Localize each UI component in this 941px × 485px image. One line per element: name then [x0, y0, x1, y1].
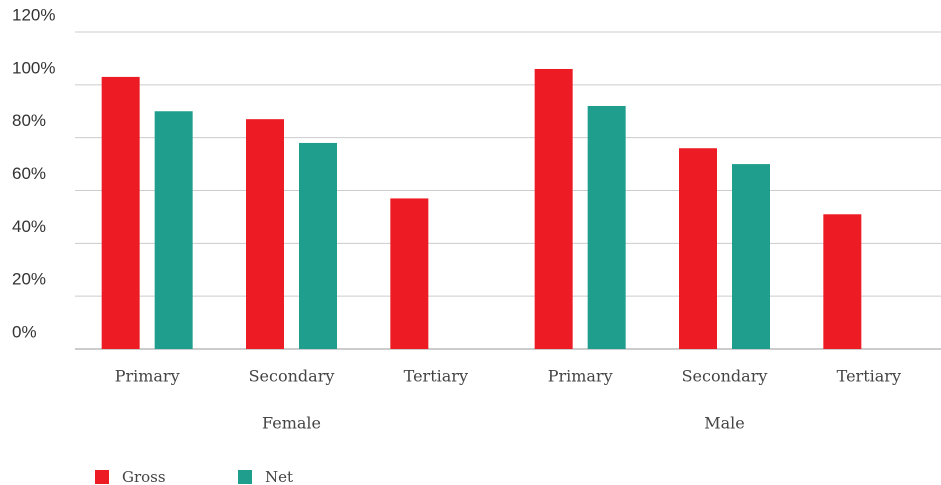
bar: [246, 119, 284, 349]
group-label: Male: [704, 414, 745, 433]
x-tick-label: Primary: [115, 367, 180, 386]
y-tick-label: 0%: [12, 322, 37, 341]
legend-label: Net: [265, 468, 293, 485]
x-tick-label: Secondary: [682, 367, 768, 386]
legend-label: Gross: [122, 468, 166, 485]
x-tick-label: Tertiary: [404, 367, 468, 386]
y-tick-label: 80%: [12, 111, 46, 130]
bar: [679, 148, 717, 349]
x-tick-label: Tertiary: [837, 367, 901, 386]
bar: [534, 68, 573, 349]
bar: [390, 198, 429, 349]
bar: [823, 214, 862, 349]
bar: [587, 105, 626, 349]
legend-swatch: [95, 470, 109, 484]
legend-swatch: [238, 470, 252, 484]
bar: [154, 111, 193, 349]
bar: [101, 76, 140, 350]
x-tick-label: Secondary: [249, 367, 335, 386]
y-tick-label: 120%: [12, 5, 55, 24]
y-tick-label: 40%: [12, 217, 46, 236]
x-tick-label: Primary: [548, 367, 613, 386]
bar: [732, 164, 770, 349]
group-label: Female: [262, 414, 321, 433]
y-tick-label: 20%: [12, 270, 46, 289]
y-tick-label: 60%: [12, 164, 46, 183]
bar: [299, 142, 337, 349]
y-tick-label: 100%: [12, 58, 55, 77]
